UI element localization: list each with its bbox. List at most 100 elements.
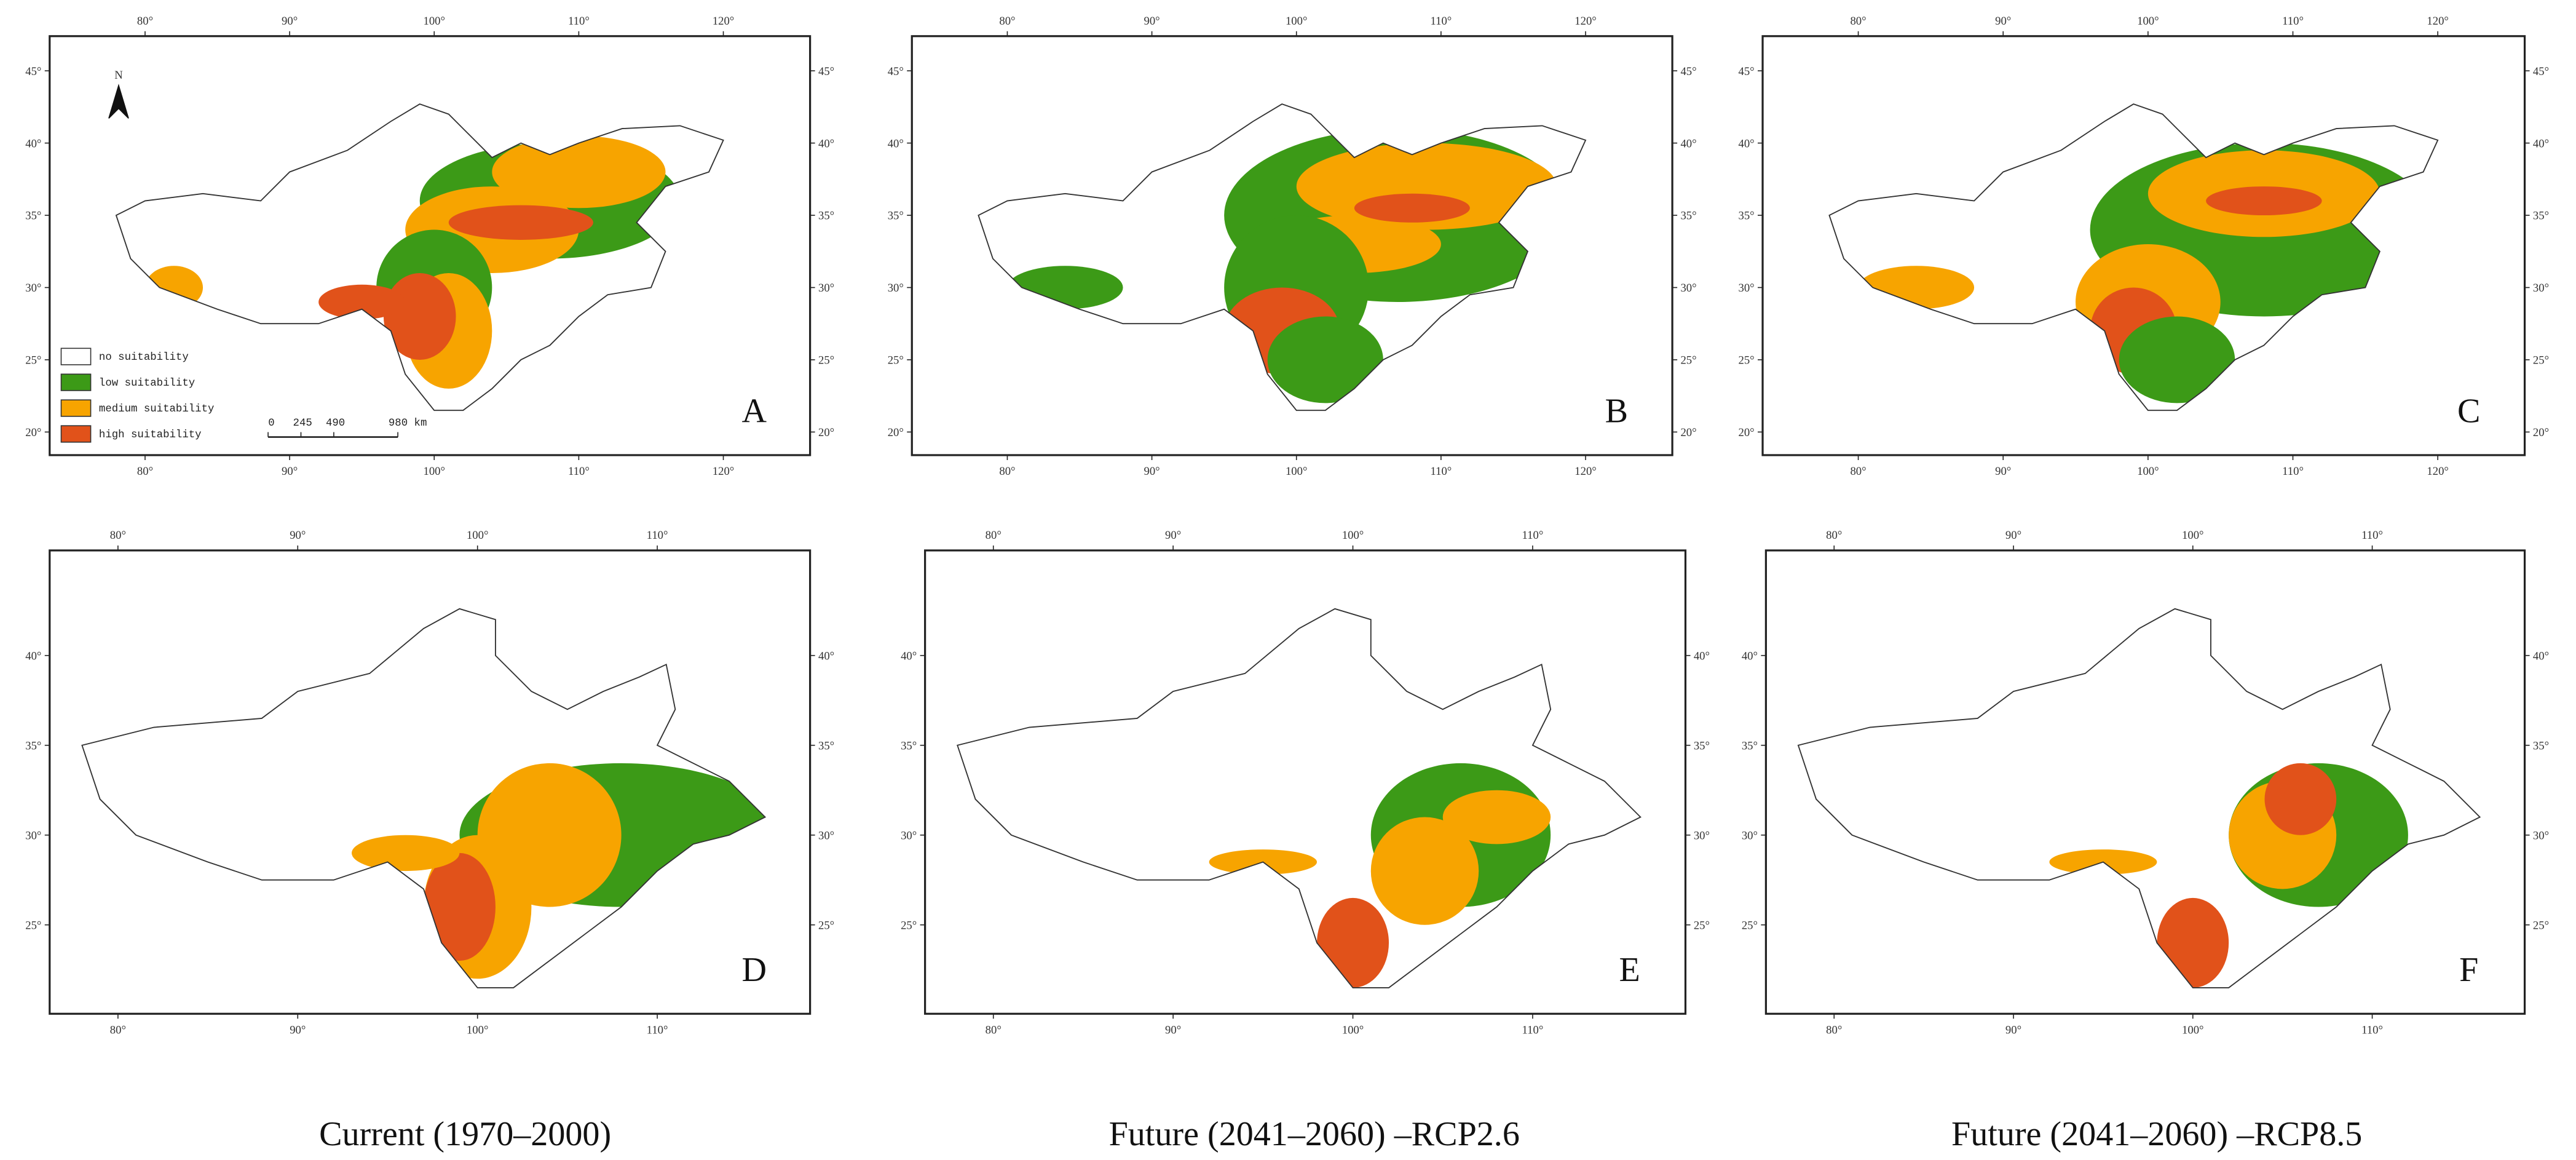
lon-label-top: 80° — [999, 15, 1015, 28]
suitability-area — [2264, 763, 2337, 835]
caption: Current (1970–2000) — [319, 1115, 611, 1153]
lon-label-top: 80° — [986, 529, 1002, 542]
lat-label-left: 30° — [888, 282, 904, 295]
lon-label-bottom: 110° — [1522, 1023, 1544, 1036]
lat-label-left: 45° — [25, 65, 41, 78]
panel-letter: F — [2459, 951, 2478, 989]
lat-label-right: 40° — [1680, 137, 1696, 150]
lat-label-left: 40° — [1742, 650, 1758, 662]
lat-label-right: 30° — [2533, 282, 2549, 295]
lat-label-right: 30° — [818, 282, 834, 295]
lon-label-top: 110° — [1522, 529, 1544, 542]
scale-label: 0 — [268, 418, 274, 429]
panel-letter: D — [742, 951, 767, 989]
suitability-area — [318, 284, 406, 320]
panel-letter: E — [1619, 951, 1640, 989]
lat-label-right: 35° — [2533, 739, 2549, 752]
lon-label-bottom: 90° — [1165, 1023, 1181, 1036]
lon-label-bottom: 100° — [1286, 465, 1308, 478]
legend-label: no suitability — [99, 352, 189, 363]
lon-label-bottom: 100° — [2137, 465, 2159, 478]
lat-label-left: 30° — [1739, 282, 1755, 295]
lat-label-left: 25° — [25, 919, 41, 932]
suitability-layer — [1209, 763, 1551, 988]
region-outline — [1797, 608, 2481, 988]
region-outline — [81, 608, 767, 988]
lat-label-right: 45° — [1680, 65, 1696, 78]
lat-label-left: 30° — [901, 829, 917, 842]
lon-label-bottom: 110° — [647, 1023, 668, 1036]
lat-label-right: 25° — [1694, 919, 1710, 932]
suitability-area — [423, 852, 496, 961]
lon-label-top: 120° — [1574, 15, 1597, 28]
lat-label-left: 25° — [25, 354, 41, 367]
lat-label-right: 30° — [2533, 829, 2549, 842]
lon-label-top: 90° — [282, 15, 298, 28]
lat-label-right: 30° — [818, 829, 834, 842]
lon-label-bottom: 120° — [1574, 465, 1597, 478]
lat-label-left: 35° — [1739, 210, 1755, 223]
lat-label-right: 35° — [818, 739, 834, 752]
lat-label-left: 30° — [25, 282, 41, 295]
north-arrow — [108, 84, 129, 119]
scale-label: 490 — [326, 418, 345, 429]
suitability-area — [1442, 790, 1551, 844]
suitability-area — [1267, 316, 1383, 403]
lon-label-top: 90° — [1165, 529, 1181, 542]
lon-label-top: 90° — [290, 529, 306, 542]
lon-label-bottom: 110° — [1430, 465, 1452, 478]
lat-label-left: 40° — [888, 137, 904, 150]
lat-label-left: 40° — [25, 137, 41, 150]
legend-swatch — [60, 399, 92, 417]
lat-label-right: 25° — [2533, 354, 2549, 367]
north-label: N — [114, 69, 123, 82]
lon-label-top: 110° — [1430, 15, 1452, 28]
lon-label-bottom: 80° — [110, 1023, 126, 1036]
lat-label-left: 25° — [1742, 919, 1758, 932]
lon-label-bottom: 90° — [282, 465, 298, 478]
lat-label-left: 25° — [901, 919, 917, 932]
region-outline — [978, 103, 1587, 411]
lat-label-right: 25° — [818, 354, 834, 367]
map-panel: 80° 80° 90° 90° 100° 100° 110° 110° 120° 120° 20° 2… — [25, 15, 834, 478]
lon-label-top: 80° — [1850, 15, 1866, 28]
lat-label-left: 35° — [901, 739, 917, 752]
region-outline — [1828, 103, 2439, 411]
lon-label-top: 100° — [1342, 529, 1364, 542]
lon-label-bottom: 100° — [467, 1023, 489, 1036]
lat-label-left: 35° — [25, 739, 41, 752]
panel-letter: C — [2457, 392, 2480, 431]
suitability-area — [2119, 316, 2235, 403]
lat-label-left: 40° — [901, 650, 917, 662]
caption: Future (2041–2060) –RCP2.6 — [1109, 1115, 1520, 1153]
lat-label-right: 20° — [2533, 426, 2549, 439]
lat-label-right: 20° — [1680, 426, 1696, 439]
suitability-area — [1354, 193, 1470, 223]
lon-label-top: 90° — [1144, 15, 1160, 28]
suitability-layer — [144, 135, 680, 389]
lon-label-bottom: 90° — [1144, 465, 1160, 478]
map-panel: 80° 80° 90° 90° 100° 100° 110° 110° 25° 25° 30° 30°… — [901, 529, 1710, 1036]
map-panel: 80° 80° 90° 90° 100° 100° 110° 110° 120° 120° 20° 2… — [888, 15, 1697, 478]
lat-label-right: 35° — [2533, 210, 2549, 223]
lon-label-bottom: 90° — [2005, 1023, 2021, 1036]
lon-label-bottom: 80° — [1826, 1023, 1842, 1036]
lat-label-left: 35° — [25, 210, 41, 223]
lon-label-bottom: 100° — [1342, 1023, 1364, 1036]
lon-label-top: 80° — [137, 15, 153, 28]
suitability-area — [2206, 186, 2322, 216]
lon-label-top: 100° — [1286, 15, 1308, 28]
region-outline — [115, 103, 724, 411]
legend-label: medium suitability — [99, 403, 215, 415]
lon-label-top: 100° — [423, 15, 445, 28]
legend-swatch — [60, 348, 92, 365]
lat-label-right: 35° — [818, 210, 834, 223]
lat-label-left: 25° — [888, 354, 904, 367]
lat-label-right: 40° — [2533, 137, 2549, 150]
lat-label-right: 25° — [1680, 354, 1696, 367]
lon-label-top: 80° — [1826, 529, 1842, 542]
lon-label-bottom: 110° — [2282, 465, 2304, 478]
lat-label-left: 30° — [1742, 829, 1758, 842]
